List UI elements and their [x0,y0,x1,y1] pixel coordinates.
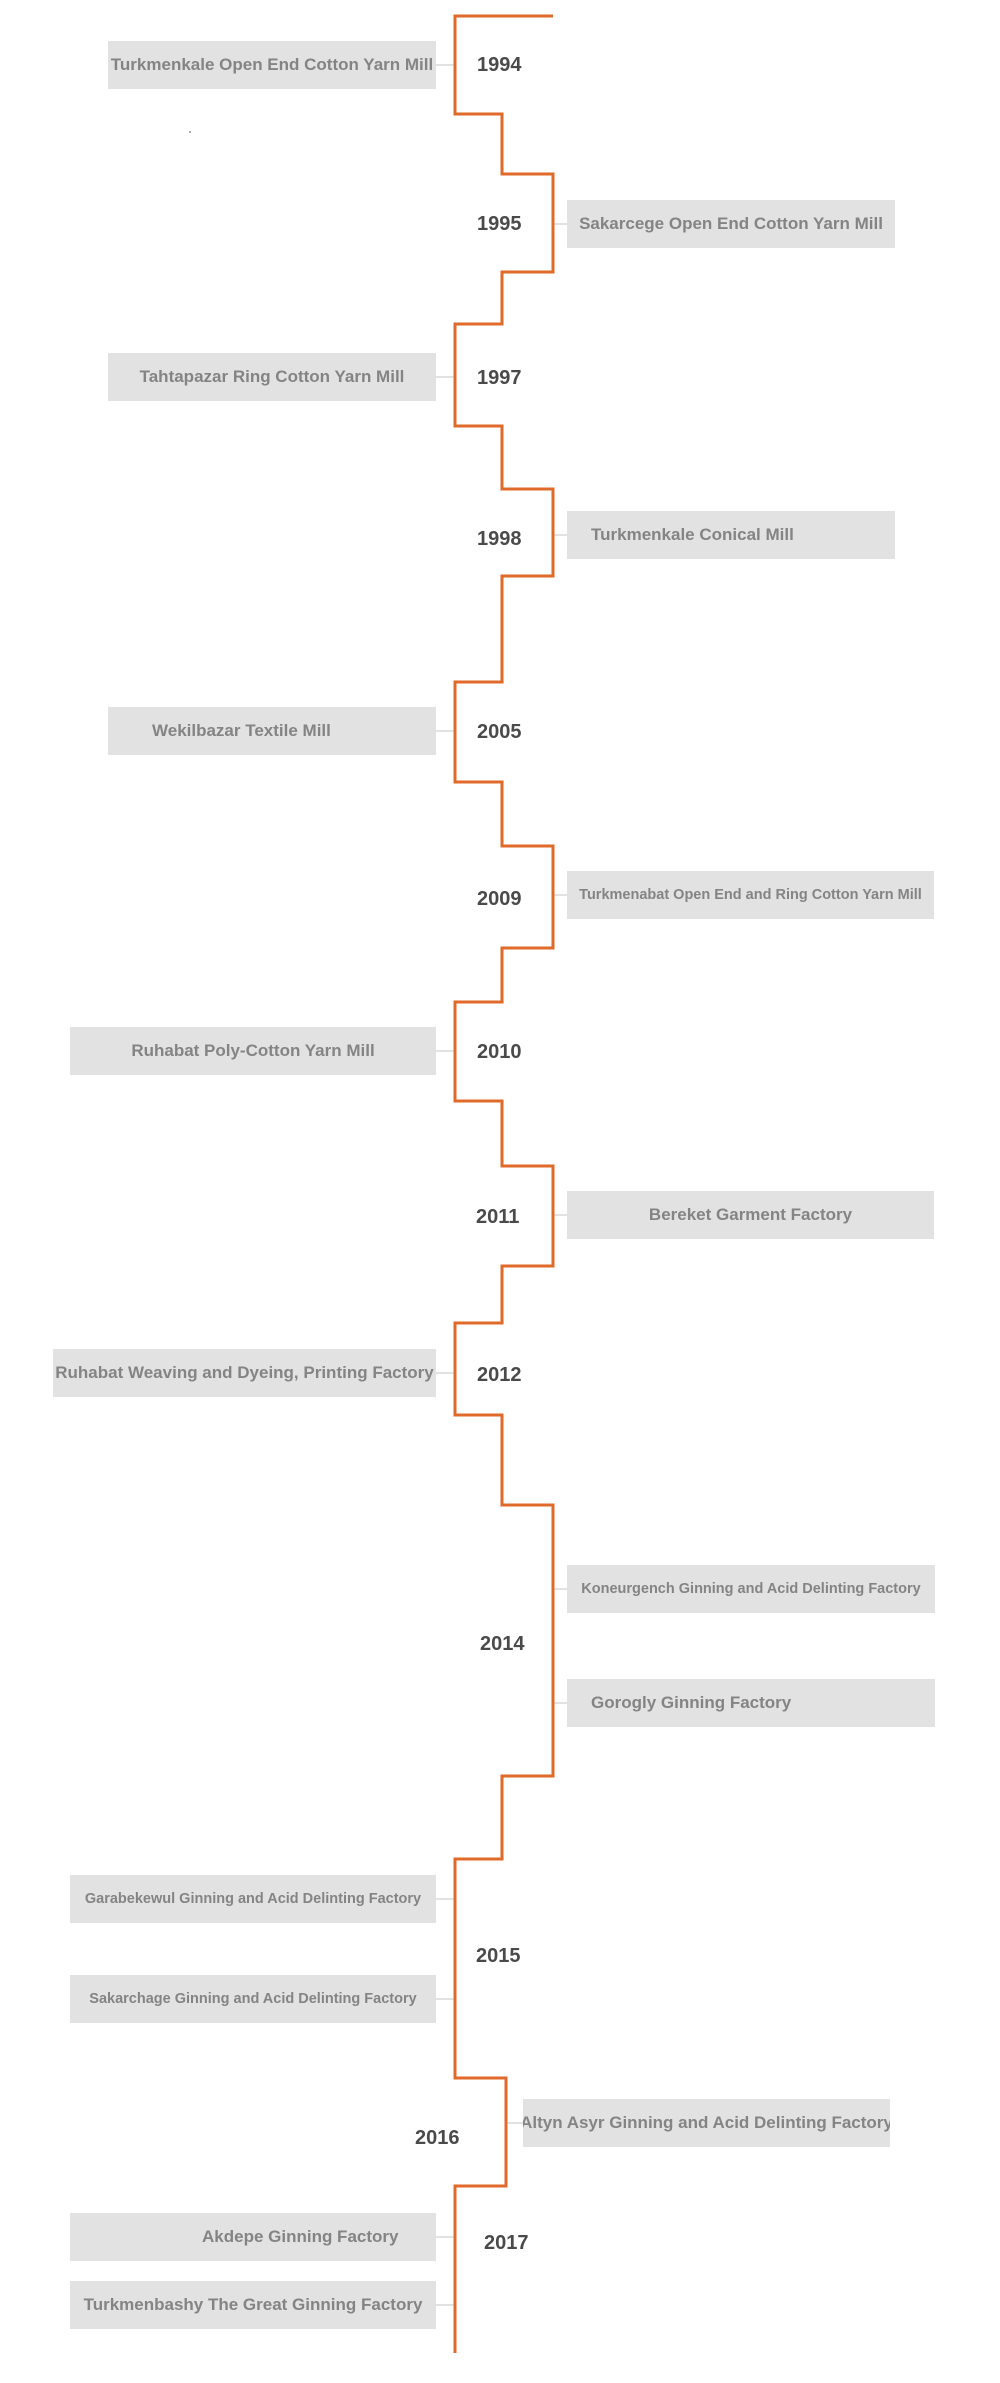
factory-label: Sakarcege Open End Cotton Yarn Mill [579,214,883,233]
factory-box: Bereket Garment Factory [567,1191,934,1239]
year-label: 2015 [476,1945,521,1967]
factory-label: Wekilbazar Textile Mill [152,721,331,740]
factory-label: Turkmenabat Open End and Ring Cotton Yar… [579,887,922,903]
year-label: 2005 [477,721,522,743]
year-label: 2009 [477,888,522,910]
factory-box: Sakarchage Ginning and Acid Delinting Fa… [70,1975,436,2023]
factory-label: Altyn Asyr Ginning and Acid Delinting Fa… [523,2113,890,2132]
factory-box: Sakarcege Open End Cotton Yarn Mill [567,200,895,248]
stray-mark [189,131,191,133]
year-label: 2017 [484,2232,529,2254]
factory-box: Turkmenkale Conical Mill [567,511,895,559]
factory-label: Sakarchage Ginning and Acid Delinting Fa… [89,1991,417,2007]
year-label: 2010 [477,1041,522,1063]
factory-label: Garabekewul Ginning and Acid Delinting F… [84,1891,422,1907]
year-label: 1998 [477,528,522,550]
factory-box: Tahtapazar Ring Cotton Yarn Mill [108,353,436,401]
factory-box: Ruhabat Poly-Cotton Yarn Mill [70,1027,436,1075]
factory-box: Akdepe Ginning Factory [70,2213,436,2261]
factory-label: Ruhabat Poly-Cotton Yarn Mill [131,1041,375,1060]
factory-label: Turkmenkale Conical Mill [591,525,794,544]
factory-label: Tahtapazar Ring Cotton Yarn Mill [139,367,405,386]
year-label: 2014 [480,1633,525,1655]
factory-box: Turkmenkale Open End Cotton Yarn Mill [108,41,436,89]
year-label: 2011 [476,1206,520,1228]
year-label: 2016 [415,2127,460,2149]
factory-label: Bereket Garment Factory [648,1205,853,1224]
year-label: 1995 [477,213,522,235]
factory-box: Koneurgench Ginning and Acid Delinting F… [567,1565,935,1613]
factory-label: Turkmenbashy The Great Ginning Factory [83,2295,423,2314]
factory-box: Garabekewul Ginning and Acid Delinting F… [70,1875,436,1923]
year-label: 2012 [477,1364,522,1386]
factory-label: Ruhabat Weaving and Dyeing, Printing Fac… [55,1363,434,1382]
factory-box: Ruhabat Weaving and Dyeing, Printing Fac… [53,1349,436,1397]
timeline-path [453,14,555,2353]
factory-box: Gorogly Ginning Factory [567,1679,935,1727]
factory-box: Altyn Asyr Ginning and Acid Delinting Fa… [523,2099,890,2147]
factory-label: Koneurgench Ginning and Acid Delinting F… [581,1581,921,1597]
factory-box: Wekilbazar Textile Mill [108,707,436,755]
factory-box: Turkmenabat Open End and Ring Cotton Yar… [567,871,934,919]
year-label: 1997 [477,367,522,389]
factory-box: Turkmenbashy The Great Ginning Factory [70,2281,436,2329]
year-label: 1994 [477,54,522,76]
connector-lines [436,64,567,2306]
factory-label: Turkmenkale Open End Cotton Yarn Mill [110,55,434,74]
factory-label: Akdepe Ginning Factory [202,2227,399,2246]
factory-label: Gorogly Ginning Factory [591,1693,792,1712]
